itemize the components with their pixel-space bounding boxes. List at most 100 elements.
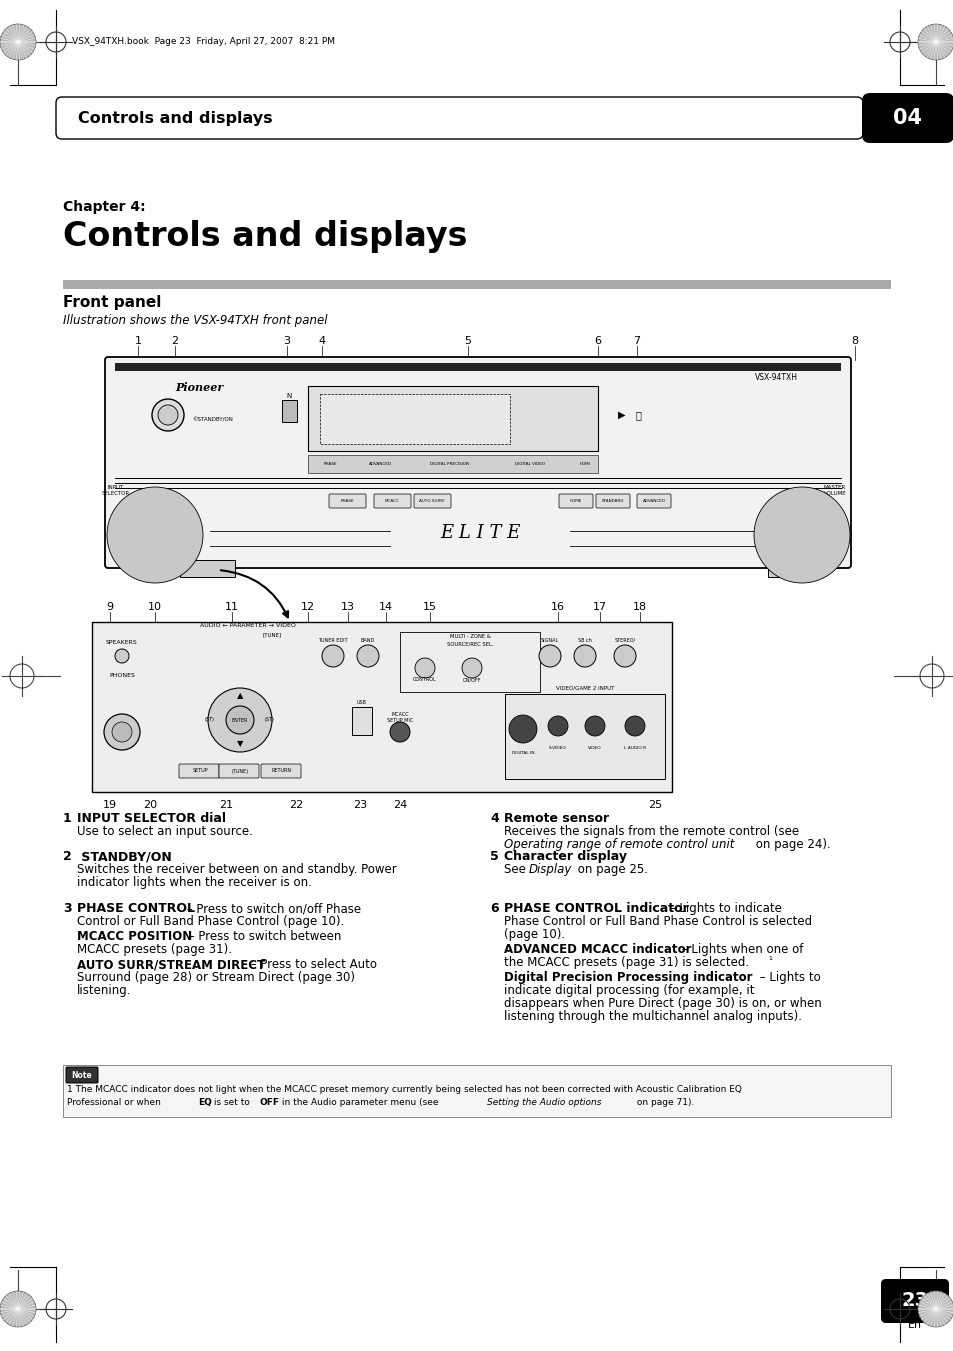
- Bar: [767, 561, 822, 577]
- FancyBboxPatch shape: [56, 97, 862, 139]
- Text: DIGITAL PRECISION: DIGITAL PRECISION: [430, 462, 469, 466]
- Text: 14: 14: [378, 603, 393, 612]
- Circle shape: [135, 515, 174, 555]
- Bar: [180, 561, 234, 577]
- Text: VSX_94TXH.book  Page 23  Friday, April 27, 2007  8:21 PM: VSX_94TXH.book Page 23 Friday, April 27,…: [71, 38, 335, 46]
- Text: ▶: ▶: [618, 409, 625, 420]
- Text: SB ch: SB ch: [578, 638, 591, 643]
- Text: ADVANCED: ADVANCED: [641, 499, 665, 503]
- Circle shape: [781, 515, 821, 555]
- Text: 25: 25: [647, 800, 661, 811]
- Text: Front panel: Front panel: [63, 295, 161, 309]
- Bar: [308, 455, 598, 473]
- Text: AUDIO ← PARAMETER → VIDEO: AUDIO ← PARAMETER → VIDEO: [200, 623, 295, 628]
- FancyBboxPatch shape: [261, 765, 301, 778]
- Text: 7: 7: [633, 336, 639, 346]
- Text: ON/OFF: ON/OFF: [462, 677, 480, 682]
- Text: – Lights to indicate: – Lights to indicate: [665, 902, 781, 915]
- Bar: [282, 400, 296, 422]
- FancyBboxPatch shape: [558, 494, 593, 508]
- Text: 1: 1: [63, 812, 71, 825]
- FancyBboxPatch shape: [374, 494, 411, 508]
- Text: 4: 4: [318, 336, 325, 346]
- Circle shape: [574, 644, 596, 667]
- Text: 17: 17: [593, 603, 606, 612]
- Text: indicator lights when the receiver is on.: indicator lights when the receiver is on…: [77, 875, 312, 889]
- Text: listening.: listening.: [77, 984, 132, 997]
- Text: PHONES: PHONES: [109, 673, 134, 678]
- Circle shape: [0, 24, 36, 59]
- Bar: [308, 386, 598, 451]
- Text: 21: 21: [218, 800, 233, 811]
- Circle shape: [538, 644, 560, 667]
- FancyBboxPatch shape: [219, 765, 258, 778]
- Text: 13: 13: [340, 603, 355, 612]
- FancyBboxPatch shape: [66, 1067, 98, 1084]
- Text: MCACC
SETUP MIC: MCACC SETUP MIC: [387, 712, 413, 723]
- Circle shape: [509, 715, 537, 743]
- Text: on page 24).: on page 24).: [751, 838, 830, 851]
- Circle shape: [584, 716, 604, 736]
- Text: AUTO SURR/STREAM DIRECT: AUTO SURR/STREAM DIRECT: [77, 958, 265, 971]
- Circle shape: [158, 405, 178, 426]
- Circle shape: [547, 716, 567, 736]
- Text: OFF: OFF: [260, 1098, 280, 1106]
- Text: HDMI: HDMI: [579, 462, 590, 466]
- Text: SIGNAL: SIGNAL: [540, 638, 558, 643]
- Text: 2: 2: [63, 850, 71, 863]
- Text: Phase Control or Full Band Phase Control is selected: Phase Control or Full Band Phase Control…: [503, 915, 811, 928]
- Text: Setting the Audio options: Setting the Audio options: [486, 1098, 601, 1106]
- Circle shape: [117, 497, 193, 573]
- Text: MULTI - ZONE &: MULTI - ZONE &: [449, 634, 490, 639]
- Text: ▼: ▼: [236, 739, 243, 748]
- Text: ▲: ▲: [236, 692, 243, 701]
- Circle shape: [390, 721, 410, 742]
- Circle shape: [763, 497, 840, 573]
- FancyBboxPatch shape: [179, 765, 219, 778]
- Text: (TUNE): (TUNE): [232, 769, 249, 774]
- Text: ⬛: ⬛: [636, 409, 641, 420]
- Text: 4: 4: [490, 812, 498, 825]
- FancyBboxPatch shape: [105, 357, 850, 567]
- Text: (ST): (ST): [265, 717, 274, 723]
- Text: on page 25.: on page 25.: [574, 863, 647, 875]
- Bar: [63, 280, 890, 289]
- Text: INPUT
SELECTOR: INPUT SELECTOR: [102, 485, 130, 496]
- Text: 6: 6: [594, 336, 601, 346]
- Text: VSX-94TXH: VSX-94TXH: [754, 373, 797, 382]
- Text: disappears when Pure Direct (page 30) is on, or when: disappears when Pure Direct (page 30) is…: [503, 997, 821, 1011]
- Text: ©STANDBY/ON: ©STANDBY/ON: [192, 417, 233, 423]
- Text: MASTER
VOLUME: MASTER VOLUME: [822, 485, 845, 496]
- Text: 15: 15: [422, 603, 436, 612]
- Text: Receives the signals from the remote control (see: Receives the signals from the remote con…: [503, 825, 799, 838]
- Text: on page 71).: on page 71).: [634, 1098, 694, 1106]
- Text: VIDEO: VIDEO: [588, 746, 601, 750]
- Text: – Lights to: – Lights to: [755, 971, 820, 984]
- Text: the MCACC presets (page 31) is selected.: the MCACC presets (page 31) is selected.: [503, 957, 748, 969]
- Circle shape: [0, 1292, 36, 1327]
- Text: Control or Full Band Phase Control (page 10).: Control or Full Band Phase Control (page…: [77, 915, 344, 928]
- Text: SPEAKERS: SPEAKERS: [106, 640, 138, 644]
- Text: Chapter 4:: Chapter 4:: [63, 200, 146, 213]
- Text: E L I T E: E L I T E: [439, 524, 519, 542]
- Text: – Lights when one of: – Lights when one of: [678, 943, 802, 957]
- Text: 5: 5: [490, 850, 498, 863]
- Text: En: En: [907, 1320, 922, 1329]
- Text: 8: 8: [850, 336, 858, 346]
- Text: 1: 1: [134, 336, 141, 346]
- Text: 23: 23: [353, 800, 367, 811]
- Text: AUTO SURR/: AUTO SURR/: [418, 499, 444, 503]
- Text: DIGITAL IN: DIGITAL IN: [511, 751, 534, 755]
- Text: Use to select an input source.: Use to select an input source.: [77, 825, 253, 838]
- Text: 10: 10: [148, 603, 162, 612]
- Text: 1 The MCACC indicator does not light when the MCACC preset memory currently bein: 1 The MCACC indicator does not light whe…: [67, 1085, 741, 1094]
- Text: PHASE: PHASE: [340, 499, 354, 503]
- Text: 19: 19: [103, 800, 117, 811]
- Text: MCACC POSITION: MCACC POSITION: [77, 929, 193, 943]
- Text: ¹: ¹: [767, 957, 771, 966]
- Circle shape: [104, 713, 140, 750]
- Text: DIGITAL VIDEO: DIGITAL VIDEO: [515, 462, 544, 466]
- Circle shape: [112, 721, 132, 742]
- Text: ENTER: ENTER: [232, 717, 248, 723]
- Bar: [91, 621, 671, 792]
